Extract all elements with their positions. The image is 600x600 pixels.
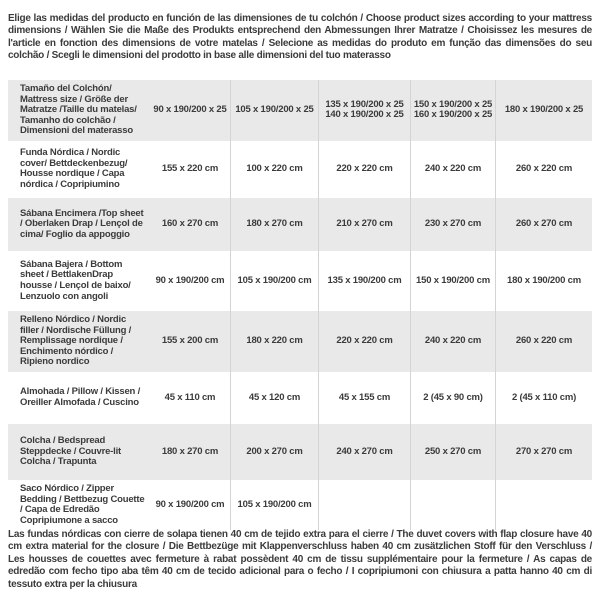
- row-label: Relleno Nórdico / Nordic filler / Nordis…: [20, 313, 132, 368]
- size-value: 180 x 190/200 cm: [495, 250, 592, 311]
- size-value: 150 x 190/200 cm: [410, 250, 495, 311]
- size-value: 90 x 190/200 cm: [155, 274, 225, 286]
- size-value: 135 x 190/200 cm: [318, 250, 410, 311]
- size-value: 220 x 220 cm: [318, 310, 410, 372]
- size-value: 260 x 220 cm: [495, 140, 592, 198]
- size-value: 180 x 220 cm: [230, 310, 318, 372]
- size-value: 90 x 190/200 x 25: [153, 104, 227, 116]
- size-value: 90 x 190/200 cm: [155, 498, 225, 510]
- size-value: 250 x 270 cm: [410, 423, 495, 480]
- size-value: 45 x 155 cm: [318, 371, 410, 424]
- row-label: Almohada / Pillow / Kissen / Oreiller Al…: [20, 386, 141, 408]
- table-row-nordic-filler: Relleno Nórdico / Nordic filler / Nordis…: [8, 310, 592, 372]
- row-label: Sábana Encimera /Top sheet / Oberlaken D…: [20, 207, 144, 240]
- size-value: 260 x 220 cm: [495, 310, 592, 372]
- size-value: 180 x 190/200 x 25: [495, 80, 592, 141]
- table-row-zipper-bedding: Saco Nórdico / Zipper Bedding / Bettbezu…: [8, 479, 592, 531]
- size-value: 105 x 190/200 x 25: [230, 80, 318, 141]
- size-value: 2 (45 x 110 cm): [495, 371, 592, 424]
- size-value: 200 x 270 cm: [230, 423, 318, 480]
- intro-text: Elige las medidas del producto en funció…: [8, 13, 592, 62]
- row-label: Funda Nórdica / Nordic cover/ Bettdecken…: [20, 147, 128, 191]
- size-value: 155 x 220 cm: [161, 163, 219, 175]
- size-value: 230 x 270 cm: [410, 197, 495, 251]
- size-value: 105 x 190/200 cm: [230, 250, 318, 311]
- size-value: 220 x 220 cm: [318, 140, 410, 198]
- size-value: 160 x 270 cm: [161, 218, 219, 230]
- size-value: 100 x 220 cm: [230, 140, 318, 198]
- mattress-size-label: Tamaño del Colchón/ Mattress size / Größ…: [20, 83, 137, 137]
- size-value: 240 x 270 cm: [318, 423, 410, 480]
- table-row-pillow: Almohada / Pillow / Kissen / Oreiller Al…: [8, 371, 592, 424]
- table-row-bedspread: Colcha / Bedspread Steppdecke / Couvre-l…: [8, 423, 592, 480]
- size-value: 2 (45 x 90 cm): [410, 371, 495, 424]
- size-value: 270 x 270 cm: [495, 423, 592, 480]
- size-value: [410, 479, 495, 531]
- size-value: 240 x 220 cm: [410, 310, 495, 372]
- size-value: 150 x 190/200 x 25 160 x 190/200 x 25: [410, 80, 495, 141]
- size-value: [495, 479, 592, 531]
- size-value: 240 x 220 cm: [410, 140, 495, 198]
- row-label: Sábana Bajera / Bottom sheet / Bettlaken…: [20, 258, 131, 302]
- table-row-bottom-sheet: Sábana Bajera / Bottom sheet / Bettlaken…: [8, 250, 592, 311]
- row-label: Colcha / Bedspread Steppdecke / Couvre-l…: [20, 435, 121, 468]
- size-value: 155 x 200 cm: [161, 335, 219, 347]
- size-table: Tamaño del Colchón/ Mattress size / Größ…: [8, 80, 592, 531]
- size-value: 45 x 120 cm: [230, 371, 318, 424]
- size-value: 180 x 270 cm: [230, 197, 318, 251]
- table-row-top-sheet: Sábana Encimera /Top sheet / Oberlaken D…: [8, 197, 592, 251]
- size-value: 135 x 190/200 x 25 140 x 190/200 x 25: [318, 80, 410, 141]
- size-value: 105 x 190/200 cm: [230, 479, 318, 531]
- row-label: Saco Nórdico / Zipper Bedding / Bettbezu…: [20, 482, 145, 526]
- size-value: 180 x 270 cm: [161, 445, 219, 457]
- size-value: 260 x 270 cm: [495, 197, 592, 251]
- size-value: [318, 479, 410, 531]
- table-row-nordic-cover: Funda Nórdica / Nordic cover/ Bettdecken…: [8, 140, 592, 198]
- size-value: 210 x 270 cm: [318, 197, 410, 251]
- table-header-row: Tamaño del Colchón/ Mattress size / Größ…: [8, 80, 592, 141]
- footer-note: Las fundas nórdicas con cierre de solapa…: [8, 529, 592, 590]
- size-value: 45 x 110 cm: [164, 391, 216, 403]
